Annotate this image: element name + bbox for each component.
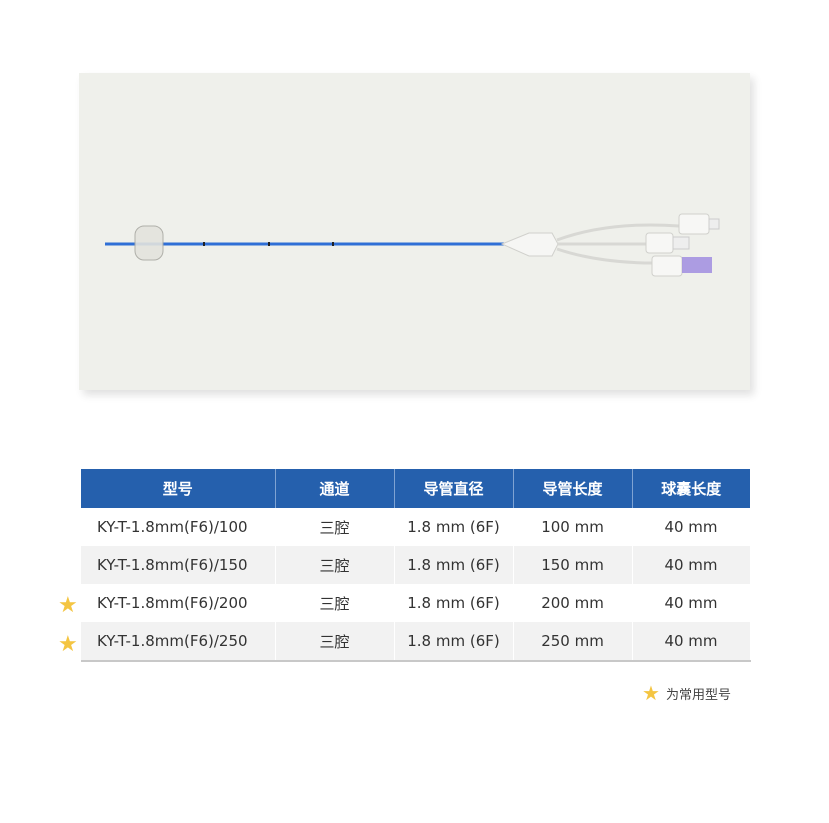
cell-model: KY-T-1.8mm(F6)/100 xyxy=(81,508,276,546)
cell-balloon: 40 mm xyxy=(632,622,751,662)
legend: ★ 为常用型号 xyxy=(642,681,731,705)
star-icon: ★ xyxy=(58,593,78,618)
header-balloon: 球囊长度 xyxy=(632,469,750,508)
table-row: KY-T-1.8mm(F6)/200 三腔 1.8 mm (6F) 200 mm… xyxy=(81,584,751,622)
cell-balloon: 40 mm xyxy=(632,584,751,622)
product-photo xyxy=(79,73,750,390)
catheter-illustration xyxy=(105,213,720,277)
table-row: KY-T-1.8mm(F6)/150 三腔 1.8 mm (6F) 150 mm… xyxy=(81,546,751,584)
table-header: 型号 通道 导管直径 导管长度 球囊长度 xyxy=(81,469,750,508)
cell-channel: 三腔 xyxy=(275,584,395,622)
cell-channel: 三腔 xyxy=(275,622,395,662)
star-icon: ★ xyxy=(58,632,78,657)
cell-length: 150 mm xyxy=(513,546,633,584)
header-model: 型号 xyxy=(81,469,276,508)
header-diameter: 导管直径 xyxy=(394,469,514,508)
cell-diameter: 1.8 mm (6F) xyxy=(394,546,514,584)
cell-diameter: 1.8 mm (6F) xyxy=(394,508,514,546)
cell-model: KY-T-1.8mm(F6)/200 xyxy=(81,584,276,622)
cell-channel: 三腔 xyxy=(275,546,395,584)
cell-diameter: 1.8 mm (6F) xyxy=(394,622,514,662)
table-row: KY-T-1.8mm(F6)/250 三腔 1.8 mm (6F) 250 mm… xyxy=(81,622,751,662)
header-channel: 通道 xyxy=(275,469,395,508)
cell-length: 250 mm xyxy=(513,622,633,662)
cell-length: 100 mm xyxy=(513,508,633,546)
cell-model: KY-T-1.8mm(F6)/250 xyxy=(81,622,276,662)
cell-channel: 三腔 xyxy=(275,508,395,546)
spec-table: 型号 通道 导管直径 导管长度 球囊长度 KY-T-1.8mm(F6)/100 … xyxy=(81,469,751,662)
cell-length: 200 mm xyxy=(513,584,633,622)
cell-diameter: 1.8 mm (6F) xyxy=(394,584,514,622)
cell-balloon: 40 mm xyxy=(632,508,751,546)
star-icon: ★ xyxy=(642,681,660,705)
cell-model: KY-T-1.8mm(F6)/150 xyxy=(81,546,276,584)
header-length: 导管长度 xyxy=(513,469,633,508)
cell-balloon: 40 mm xyxy=(632,546,751,584)
table-row: KY-T-1.8mm(F6)/100 三腔 1.8 mm (6F) 100 mm… xyxy=(81,508,751,546)
legend-label: 为常用型号 xyxy=(665,687,731,703)
